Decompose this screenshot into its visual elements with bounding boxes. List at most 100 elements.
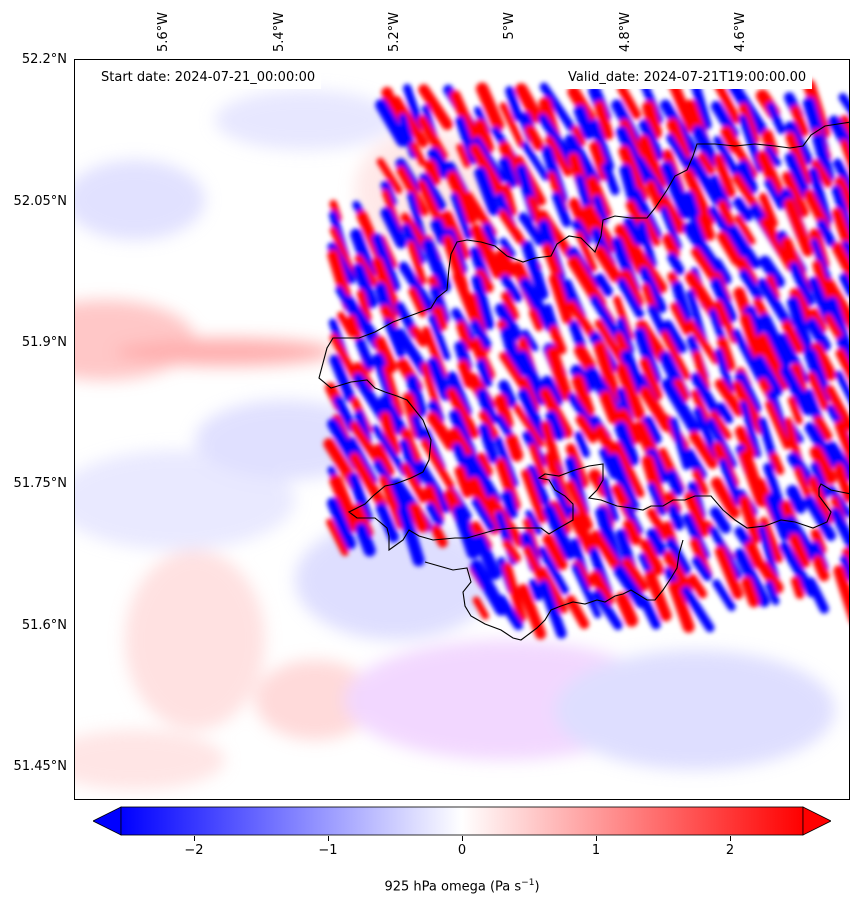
omega-band	[808, 276, 835, 325]
omega-band	[646, 448, 669, 484]
omega-band	[589, 570, 615, 606]
omega-band	[715, 299, 738, 344]
omega-band	[372, 424, 409, 477]
omega-band	[326, 518, 349, 557]
colorbar	[92, 806, 832, 836]
omega-band	[783, 198, 814, 257]
omega-band	[465, 453, 502, 506]
omega-band	[713, 154, 736, 198]
omega-band	[428, 313, 451, 361]
omega-band	[431, 524, 448, 548]
omega-band	[356, 289, 372, 322]
omega-band	[397, 504, 425, 567]
omega-band	[446, 387, 480, 439]
omega-band	[639, 357, 663, 401]
omega-band	[529, 308, 544, 332]
omega-band	[398, 261, 436, 313]
omega-band	[473, 119, 495, 154]
omega-band	[407, 240, 427, 285]
omega-band	[781, 171, 809, 218]
omega-band	[500, 326, 525, 379]
omega-band	[348, 437, 378, 484]
omega-band	[571, 125, 586, 147]
omega-band	[575, 414, 598, 444]
omega-band	[638, 119, 664, 161]
omega-band	[714, 81, 741, 124]
omega-band	[661, 378, 700, 435]
omega-band	[349, 421, 384, 467]
lon-label-4-6: 4.6°W	[733, 12, 748, 53]
omega-band	[830, 507, 849, 552]
colorbar-max-extend	[802, 806, 832, 836]
omega-band	[763, 462, 786, 513]
omega-band	[717, 231, 742, 266]
omega-band	[683, 191, 708, 244]
omega-band	[594, 100, 614, 141]
omega-band	[373, 335, 398, 374]
omega-band	[840, 139, 849, 169]
omega-band	[355, 337, 375, 370]
omega-band	[734, 425, 756, 459]
omega-band	[566, 479, 594, 530]
lon-label-4-8: 4.8°W	[618, 12, 633, 53]
omega-band	[378, 395, 407, 436]
omega-band	[347, 472, 373, 523]
omega-band	[454, 465, 473, 498]
omega-band	[710, 277, 737, 323]
omega-band	[501, 291, 520, 321]
omega-band	[662, 233, 680, 259]
omega-band	[431, 305, 448, 332]
omega-band	[590, 530, 621, 571]
omega-band	[427, 357, 453, 401]
omega-band	[807, 372, 830, 411]
omega-band	[599, 447, 619, 480]
omega-band	[669, 417, 691, 471]
omega-band	[717, 199, 737, 233]
omega-band	[785, 131, 812, 186]
omega-band	[396, 165, 429, 217]
omega-band	[617, 277, 645, 319]
cbar-tick-neg1: −1	[318, 843, 338, 858]
omega-band	[690, 389, 712, 426]
omega-band	[765, 580, 780, 606]
omega-band	[593, 245, 622, 283]
omega-band	[716, 402, 734, 424]
omega-band	[690, 80, 712, 130]
omega-band	[689, 430, 718, 470]
omega-band	[575, 230, 597, 272]
omega-band	[482, 222, 498, 248]
omega-band	[759, 516, 783, 564]
omega-band	[407, 191, 427, 243]
map-panel	[74, 59, 850, 800]
omega-band	[828, 115, 849, 159]
omega-band	[401, 463, 428, 504]
omega-band	[756, 333, 790, 391]
omega-band	[517, 583, 547, 640]
omega-band	[784, 152, 811, 199]
omega-band	[592, 195, 609, 225]
omega-band	[612, 441, 645, 498]
omega-band	[568, 197, 593, 238]
omega-band	[496, 594, 524, 631]
omega-band	[476, 388, 498, 425]
omega-band	[842, 547, 849, 572]
omega-band	[804, 422, 838, 469]
omega-band	[757, 561, 784, 594]
omega-band	[607, 453, 639, 512]
omega-band	[838, 93, 849, 114]
cbar-tickmark-neg1	[328, 836, 329, 841]
omega-band	[616, 408, 641, 445]
omega-band	[567, 393, 600, 438]
omega-band	[595, 273, 613, 297]
colorbar-min-extend	[92, 806, 122, 836]
omega-band	[524, 124, 544, 151]
omega-band	[635, 319, 668, 363]
omega-band	[641, 415, 662, 445]
colorbar-label-prefix: 925 hPa omega (Pa s	[384, 879, 522, 895]
omega-band	[400, 427, 424, 470]
omega-band	[784, 121, 813, 166]
cbar-tickmark-1	[596, 836, 597, 841]
omega-band	[831, 185, 849, 241]
omega-band	[839, 272, 849, 297]
omega-band	[500, 274, 523, 303]
